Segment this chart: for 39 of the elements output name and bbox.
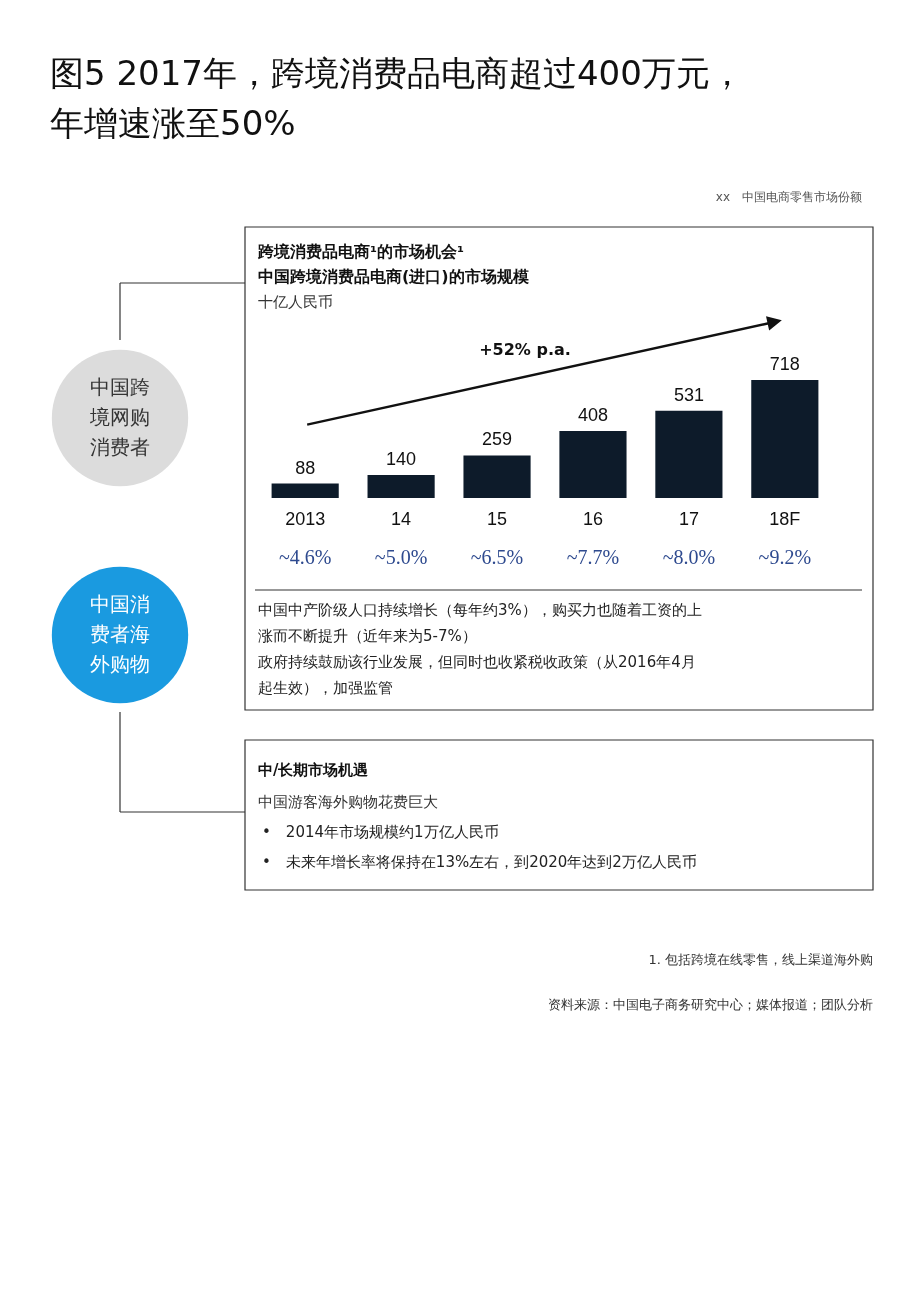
data-label: 140 bbox=[386, 448, 417, 469]
text: ~4.6% bbox=[278, 546, 332, 568]
text: ~8.0% bbox=[662, 546, 716, 568]
text: ~7.7% bbox=[566, 546, 620, 568]
text: ~9.2% bbox=[758, 546, 812, 568]
x-tick-label: 17 bbox=[678, 509, 699, 529]
data-label: 259 bbox=[482, 429, 513, 450]
data-label: 718 bbox=[769, 354, 800, 374]
text: 政府持续鼓励该行业发展，但同时也收紧税收政策（从2016年4月起生效），加强监管 bbox=[258, 653, 696, 697]
text: 资料来源：中国电子商务研究中心；媒体报道；团队分析 bbox=[548, 997, 873, 1012]
x-tick-label: 14 bbox=[391, 509, 412, 529]
text: • 2014年市场规模约1万亿人民币 bbox=[262, 823, 499, 841]
text: ~6.5% bbox=[470, 546, 524, 568]
x-tick-label: 2013 bbox=[285, 509, 326, 529]
data-label: 88 bbox=[295, 457, 316, 478]
data-label: 408 bbox=[577, 404, 608, 425]
bar bbox=[751, 380, 819, 498]
bar bbox=[271, 483, 339, 498]
text: +52% p.a. bbox=[479, 340, 571, 359]
y-axis-title: 十亿人民币 bbox=[258, 293, 333, 311]
chart-title: 图5 2017年，跨境消费品电商超过400万元，年增速涨至50% bbox=[50, 53, 744, 143]
text: xx 中国电商零售市场份额 bbox=[715, 190, 862, 204]
bar bbox=[367, 474, 435, 498]
text: • 未来年增长率将保持在13%左右，到2020年达到2万亿人民币 bbox=[262, 853, 697, 871]
bar bbox=[463, 455, 531, 498]
text: ~5.0% bbox=[374, 546, 428, 568]
data-label: 531 bbox=[673, 384, 704, 405]
x-tick-label: 18F bbox=[769, 509, 801, 529]
text: 1. 包括跨境在线零售，线上渠道海外购 bbox=[648, 952, 873, 967]
text: 中国中产阶级人口持续增长（每年约3%），购买力也随着工资的上涨而不断提升（近年来为5-7%） bbox=[258, 601, 702, 645]
text: 中国游客海外购物花费巨大 bbox=[258, 793, 438, 811]
bar bbox=[559, 430, 627, 498]
text: 中/长期市场机遇 bbox=[258, 761, 370, 779]
chart-subtitle: 跨境消费品电商¹的市场机会¹中国跨境消费品电商(进口)的市场规模 bbox=[257, 242, 529, 286]
bar bbox=[655, 410, 723, 498]
text: 中国跨境网购消费者 bbox=[89, 375, 150, 459]
x-tick-label: 15 bbox=[487, 509, 508, 529]
x-tick-label: 16 bbox=[582, 509, 603, 529]
text: 中国消费者海外购物 bbox=[90, 592, 150, 676]
